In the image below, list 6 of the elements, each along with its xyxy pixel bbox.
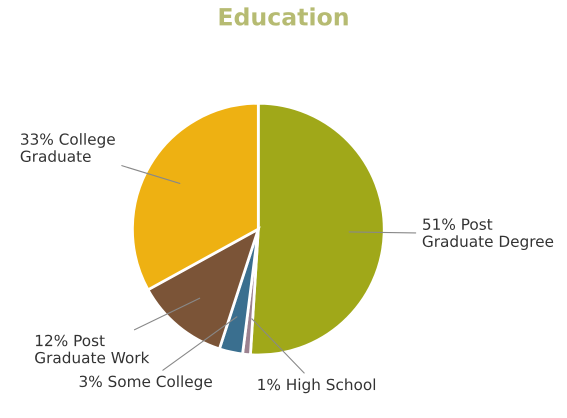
chart-title: Education [220,7,348,26]
slice-label: 12% Post Graduate Work [35,334,150,364]
slice-label: 3% Some College [80,375,212,390]
slice-label: 1% High School [258,378,376,394]
slice-label: 33% College Graduate [20,133,115,162]
slice-label: 51% Post Graduate Degree [422,218,554,250]
